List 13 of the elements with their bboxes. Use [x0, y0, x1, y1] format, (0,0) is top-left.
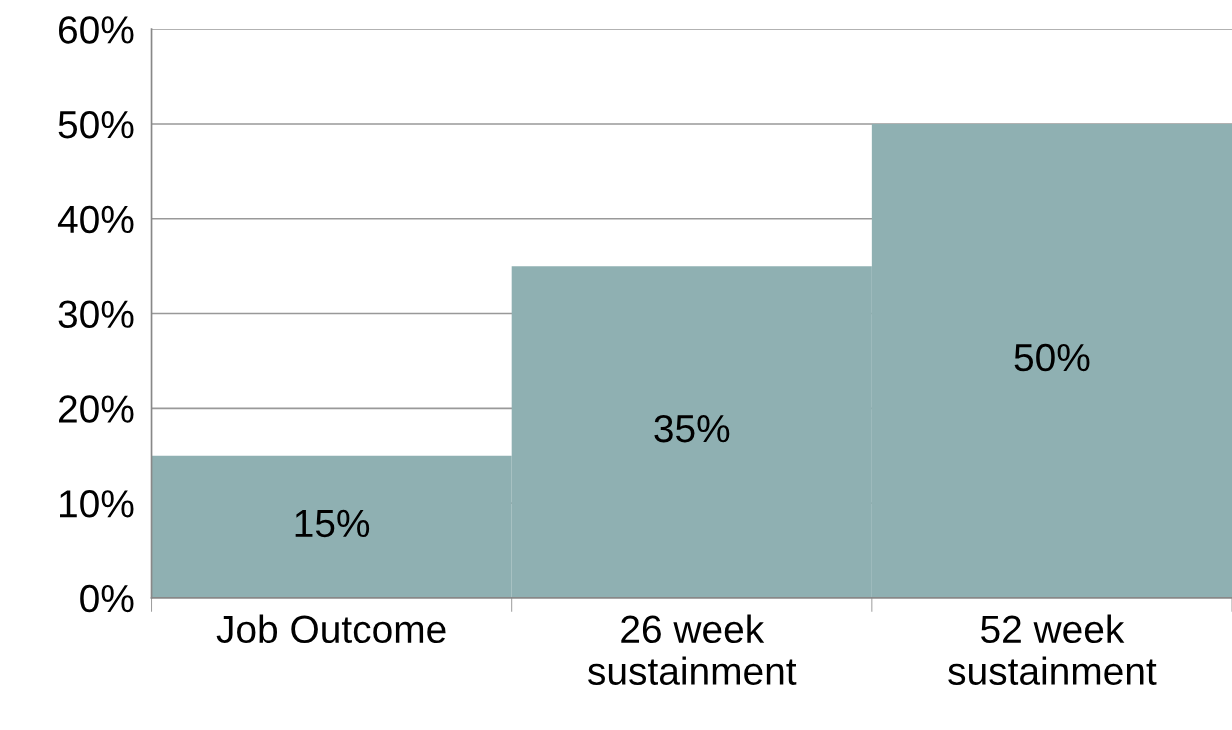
x-tick-label: 26 week sustainment — [588, 614, 797, 685]
y-tick-label: 10% — [60, 490, 134, 518]
y-tick-label: 60% — [59, 16, 134, 44]
y-tick-label: 50% — [58, 110, 134, 139]
data-label: 50% — [1014, 343, 1090, 372]
y-tick-label: 40% — [57, 205, 134, 234]
x-tick-label: 52 week sustainment — [948, 614, 1157, 685]
x-tick-label: Job Outcome — [216, 614, 446, 644]
y-tick-label: 30% — [58, 300, 134, 329]
data-label: 35% — [654, 414, 730, 443]
data-label: 15% — [295, 509, 370, 538]
y-tick-label: 0% — [80, 584, 134, 613]
y-tick-label: 20% — [58, 395, 134, 423]
